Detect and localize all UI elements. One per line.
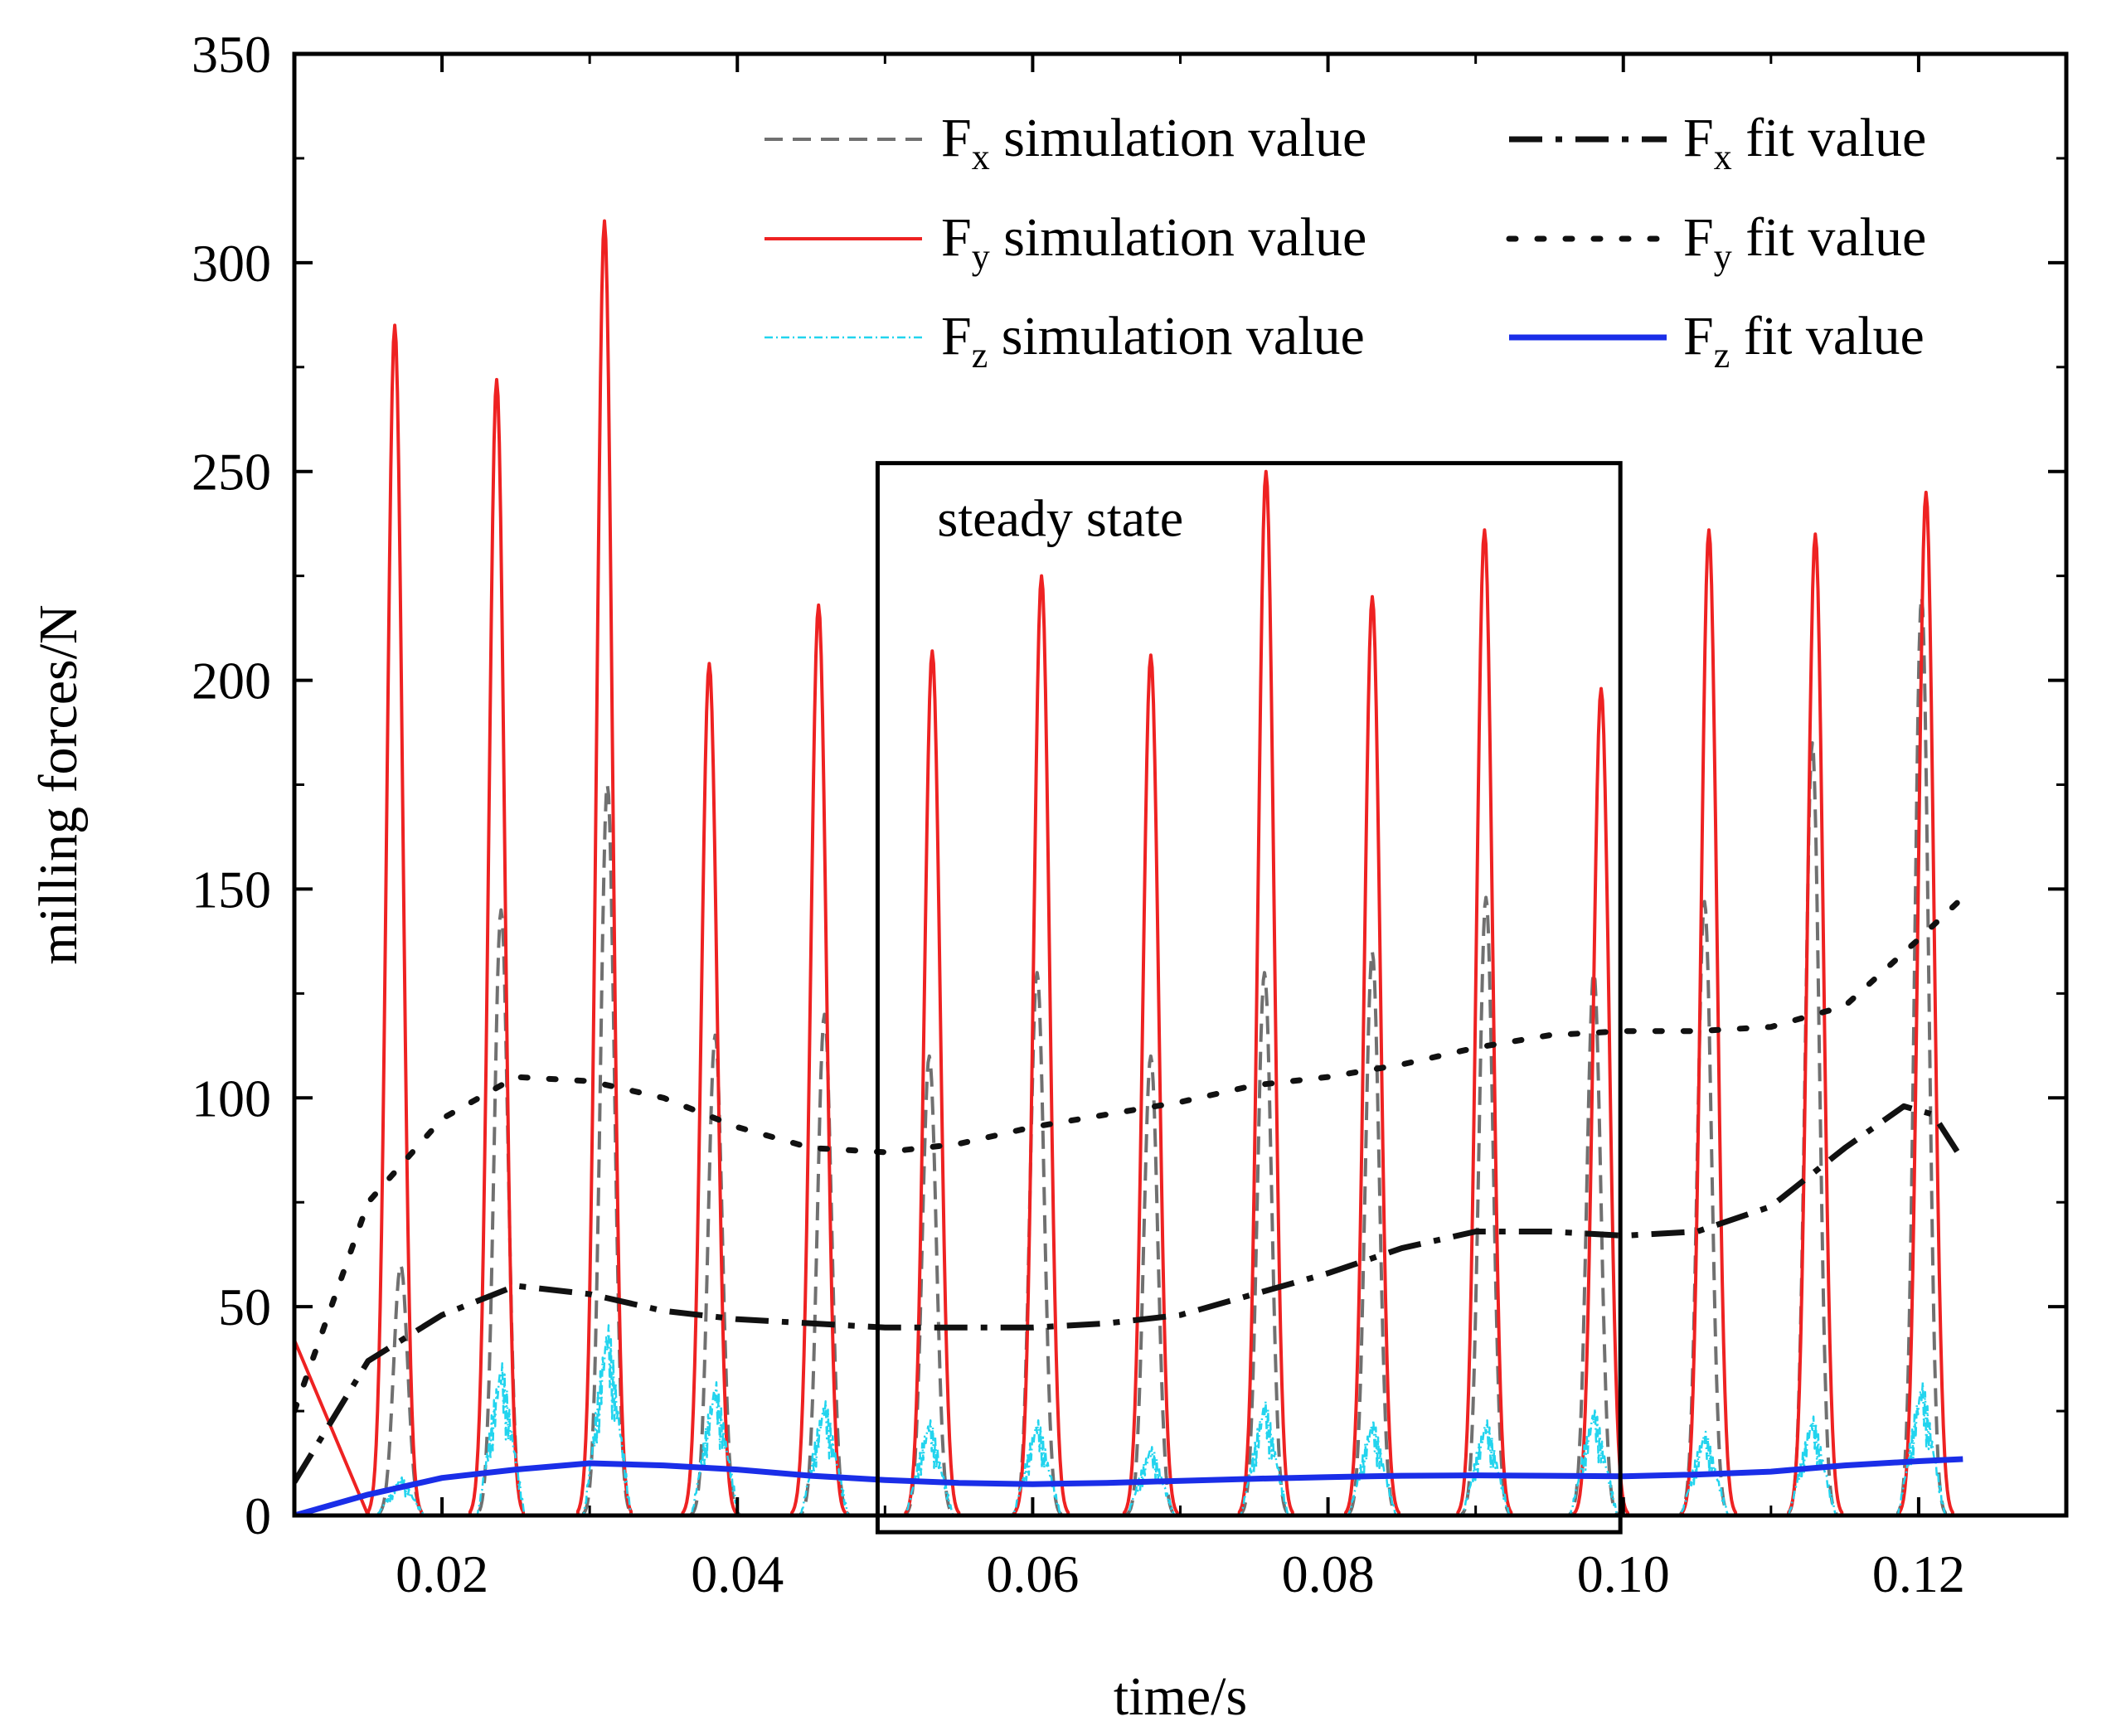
legend-label: Fy simulation value xyxy=(941,207,1366,277)
y-tick-label: 200 xyxy=(192,652,271,710)
y-tick-label: 0 xyxy=(245,1486,271,1545)
series-layer xyxy=(294,219,1966,1515)
series-line-fx-simulation-value xyxy=(294,594,1960,1515)
legend-label: Fx fit value xyxy=(1683,108,1926,177)
x-tick-label: 0.02 xyxy=(396,1544,488,1603)
steady-state-box xyxy=(875,461,1623,1535)
series-line-fy-simulation-value xyxy=(294,219,1960,1515)
series-line-fz-fit-value xyxy=(294,1456,1963,1515)
y-tick-label: 50 xyxy=(218,1278,271,1336)
x-tick-label: 0.06 xyxy=(986,1544,1079,1603)
y-tick-label: 150 xyxy=(192,860,271,919)
x-tick-label: 0.10 xyxy=(1577,1544,1670,1603)
y-tick-label: 300 xyxy=(192,234,271,293)
legend-label: Fz fit value xyxy=(1683,306,1925,376)
series-line-fz-simulation-value xyxy=(294,1324,1960,1515)
x-tick-label: 0.08 xyxy=(1282,1544,1375,1603)
legend: Fx simulation value Fy simulation value Fz… xyxy=(764,108,1926,376)
series-line-fy-fit-value xyxy=(294,895,1966,1414)
y-tick-label: 350 xyxy=(192,25,271,84)
y-tick-label: 250 xyxy=(192,443,271,502)
legend-label: Fz simulation value xyxy=(941,306,1365,376)
y-axis-title: milling forces/N xyxy=(28,604,89,964)
x-axis-title: time/s xyxy=(1114,1666,1247,1727)
legend-label: Fx simulation value xyxy=(941,108,1366,177)
axes-layer: 0.02 0.04 0.06 0.08 0.10 0.12 0 50 100 150 200 250 3… xyxy=(192,25,2068,1603)
steady-state-label: steady state xyxy=(937,489,1183,548)
x-tick-label: 0.04 xyxy=(691,1544,784,1603)
x-tick-label: 0.12 xyxy=(1872,1544,1965,1603)
series-line-fx-fit-value xyxy=(294,1103,1966,1484)
y-tick-label: 100 xyxy=(192,1069,271,1127)
legend-label: Fy fit value xyxy=(1683,207,1926,277)
